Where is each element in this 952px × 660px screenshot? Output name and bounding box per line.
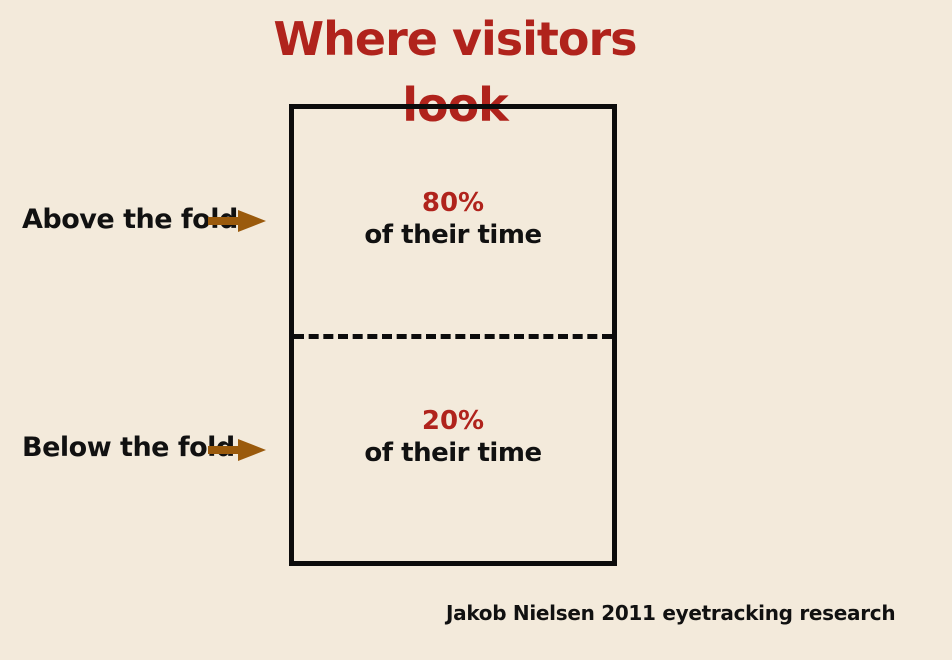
- arrow-right-icon: [208, 439, 266, 461]
- above-the-fold-label: Above the fold: [22, 204, 238, 235]
- fold-line: [294, 334, 612, 339]
- above-fold-zone: 80% of their time: [294, 187, 612, 251]
- research-credit: Jakob Nielsen 2011 eyetracking research: [446, 601, 896, 625]
- above-fold-percent: 80%: [421, 188, 485, 218]
- below-the-fold-label: Below the fold: [22, 432, 235, 463]
- arrow-right-icon: [208, 210, 266, 232]
- below-fold-zone: 20% of their time: [294, 405, 612, 469]
- page-outline-box: 80% of their time 20% of their time: [289, 104, 617, 566]
- below-fold-time-text: of their time: [364, 438, 542, 468]
- above-fold-time-text: of their time: [364, 220, 542, 250]
- below-fold-percent: 20%: [421, 406, 485, 436]
